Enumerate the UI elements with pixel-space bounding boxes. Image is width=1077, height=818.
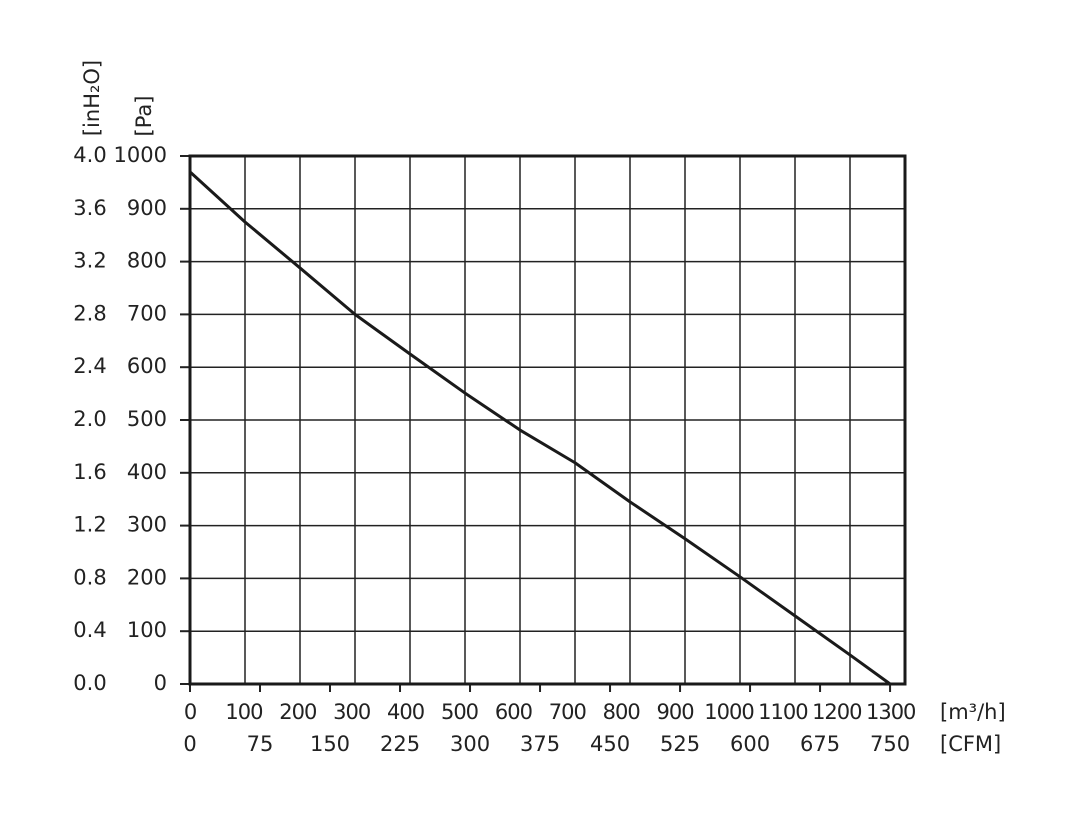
x-tick-label: 1100 — [758, 700, 807, 724]
y2-tick-label: 0.8 — [73, 565, 106, 589]
x2-tick-label: 600 — [730, 732, 770, 756]
x2-tick-label: 675 — [800, 732, 840, 756]
y2-tick-label: 2.4 — [73, 354, 106, 378]
y-tick-label: 800 — [127, 249, 167, 273]
y-tick-label: 900 — [127, 196, 167, 220]
x2-tick-label: 300 — [450, 732, 490, 756]
x2-tick-label: 0 — [183, 732, 196, 756]
y2-tick-label: 3.6 — [73, 196, 106, 220]
plot-frame — [188, 154, 907, 686]
x2-tick-label: 375 — [520, 732, 560, 756]
y-tick-label: 400 — [127, 460, 167, 484]
x2-tick-label: 750 — [870, 732, 910, 756]
y-tick-label: 0 — [154, 671, 167, 695]
y-tick-label: 1000 — [114, 143, 167, 167]
x2-tick-label: 150 — [310, 732, 350, 756]
x-tick-label: 900 — [657, 700, 694, 724]
y2-tick-label: 2.8 — [73, 301, 106, 325]
x-tick-label: 700 — [549, 700, 586, 724]
y2-tick-label: 4.0 — [73, 143, 106, 167]
y2-tick-label: 2.0 — [73, 407, 106, 431]
y-tick-label: 100 — [127, 618, 167, 642]
x2-tick-label: 225 — [380, 732, 420, 756]
curve — [188, 170, 892, 686]
x-tick-label: 500 — [441, 700, 478, 724]
y2-tick-label: 1.6 — [73, 460, 106, 484]
y-tick-label: 700 — [127, 301, 167, 325]
x2-tick-label: 525 — [660, 732, 700, 756]
y-tick-label: 500 — [127, 407, 167, 431]
x-tick-label: 1000 — [704, 700, 753, 724]
y2-tick-label: 0.0 — [73, 671, 106, 695]
x-tick-label: 1200 — [812, 700, 861, 724]
x-tick-label: 400 — [387, 700, 424, 724]
x-tick-label: 0 — [184, 700, 196, 724]
y-tick-label: 200 — [127, 565, 167, 589]
y-tick-label: 600 — [127, 354, 167, 378]
x-axis-label: [m³/h] — [940, 700, 1006, 724]
x-tick-label: 600 — [495, 700, 532, 724]
x-tick-label: 800 — [603, 700, 640, 724]
y2-tick-label: 0.4 — [73, 618, 106, 642]
y2-axis-label: [inH₂O] — [80, 60, 104, 136]
x-tick-label: 200 — [279, 700, 316, 724]
y-tick-label: 300 — [127, 513, 167, 537]
y-axis-label: [Pa] — [132, 96, 156, 137]
x-tick-label: 1300 — [866, 700, 915, 724]
x-tick-label: 100 — [225, 700, 262, 724]
y2-tick-label: 1.2 — [73, 513, 106, 537]
x2-tick-label: 75 — [247, 732, 274, 756]
x2-axis-label: [CFM] — [940, 732, 1001, 756]
x2-tick-label: 450 — [590, 732, 630, 756]
y2-tick-label: 3.2 — [73, 249, 106, 273]
x-tick-label: 300 — [333, 700, 370, 724]
